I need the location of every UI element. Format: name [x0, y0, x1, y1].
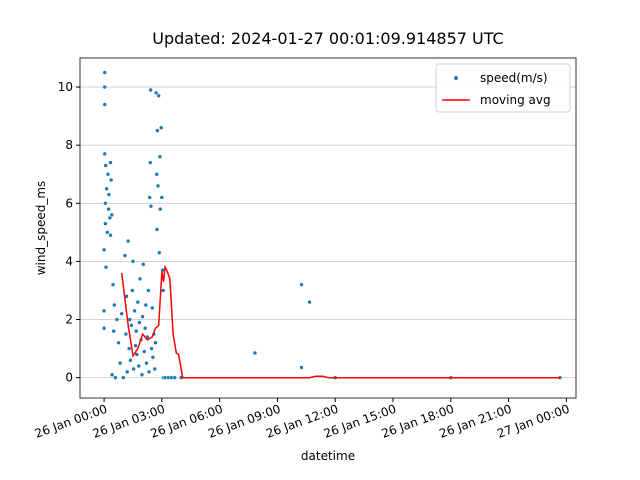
point — [299, 282, 304, 287]
legend-marker — [454, 76, 458, 80]
point — [121, 375, 126, 380]
y-tick-label: 0 — [65, 371, 73, 385]
point — [108, 177, 114, 183]
point — [140, 262, 146, 267]
point — [160, 288, 166, 293]
point — [102, 151, 107, 157]
point — [155, 128, 160, 133]
y-tick-label: 10 — [58, 80, 73, 94]
point — [112, 302, 117, 308]
point — [106, 192, 112, 197]
point — [153, 90, 159, 96]
point — [141, 349, 147, 354]
point — [108, 160, 113, 165]
point — [111, 328, 116, 334]
line — [120, 264, 560, 379]
y-tick-label: 2 — [65, 313, 73, 327]
point — [149, 305, 155, 311]
point — [152, 366, 158, 372]
point — [137, 276, 143, 282]
point — [132, 308, 137, 314]
y-tick-label: 6 — [65, 196, 73, 210]
point — [148, 203, 154, 209]
point — [114, 317, 120, 322]
point — [154, 227, 160, 232]
point — [133, 343, 138, 348]
point — [101, 247, 107, 253]
point — [299, 365, 304, 370]
chart-title: Updated: 2024-01-27 00:01:09.914857 UTC — [152, 29, 503, 48]
legend-label: speed(m/s) — [480, 71, 548, 85]
point — [101, 326, 107, 331]
point — [157, 250, 162, 255]
point — [143, 302, 149, 308]
point — [136, 363, 141, 369]
point — [149, 346, 154, 351]
point — [124, 369, 130, 375]
point — [103, 201, 108, 206]
legend-label: moving avg — [480, 93, 551, 107]
point — [154, 171, 159, 177]
point — [139, 372, 145, 378]
y-tick-label: 4 — [65, 254, 73, 268]
point — [158, 206, 163, 212]
point — [122, 253, 128, 258]
point — [146, 288, 151, 293]
point — [102, 102, 107, 107]
point — [158, 125, 164, 130]
point — [252, 350, 258, 356]
point — [105, 230, 110, 235]
point — [130, 288, 135, 293]
y-axis-label: wind_speed_ms — [34, 181, 48, 276]
point — [123, 331, 129, 337]
point — [110, 282, 116, 287]
point — [105, 171, 111, 177]
x-axis-label: datetime — [301, 449, 355, 463]
point — [101, 308, 107, 314]
point — [129, 323, 134, 328]
point — [103, 264, 109, 270]
point — [116, 340, 121, 346]
point — [159, 195, 165, 200]
point — [153, 340, 158, 346]
point — [150, 355, 156, 360]
point — [133, 328, 139, 334]
point — [147, 195, 152, 200]
point — [140, 314, 145, 319]
point — [144, 360, 149, 366]
point — [103, 221, 108, 226]
point — [119, 311, 124, 316]
point — [113, 375, 118, 380]
y-tick-label: 8 — [65, 138, 73, 152]
point — [126, 346, 132, 351]
point — [102, 70, 107, 75]
point — [148, 87, 153, 93]
point — [135, 299, 141, 305]
point — [156, 93, 161, 99]
plot-frame — [79, 57, 577, 399]
point — [157, 154, 163, 160]
point — [172, 375, 177, 380]
point — [104, 186, 109, 192]
point — [108, 233, 113, 238]
point — [131, 366, 136, 372]
point — [109, 372, 115, 378]
point — [103, 163, 108, 168]
point — [146, 369, 152, 375]
point — [117, 360, 123, 366]
point — [130, 259, 136, 264]
point — [106, 206, 111, 212]
point — [155, 183, 161, 189]
point — [125, 238, 131, 244]
point — [137, 320, 142, 325]
point — [109, 212, 115, 218]
point — [307, 299, 312, 305]
point — [148, 160, 153, 165]
point — [102, 84, 107, 90]
point — [142, 326, 148, 331]
point — [128, 357, 133, 363]
